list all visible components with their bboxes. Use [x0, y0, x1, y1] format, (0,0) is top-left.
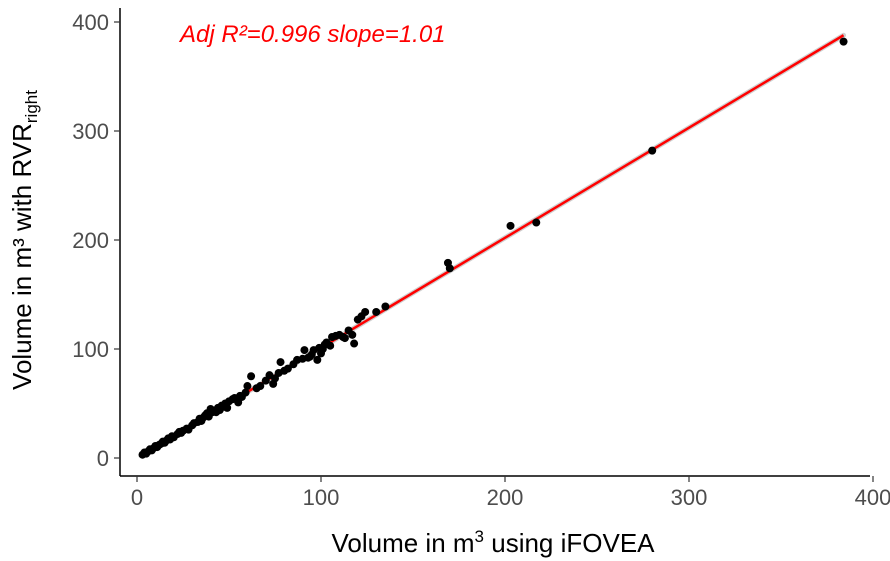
data-point	[361, 307, 370, 316]
fit-annotation: Adj R²=0.996 slope=1.01	[178, 21, 446, 48]
data-point	[223, 403, 232, 412]
x-tick-label: 0	[131, 485, 143, 510]
y-tick-label: 300	[72, 119, 109, 144]
y-tick-label: 400	[72, 10, 109, 35]
x-tick-label: 300	[671, 485, 708, 510]
data-point	[532, 218, 541, 227]
x-axis-title-main: Volume in m	[331, 528, 474, 558]
data-point	[372, 307, 381, 316]
data-point	[326, 341, 335, 350]
data-point	[648, 146, 657, 155]
x-tick-label: 200	[487, 485, 524, 510]
data-point	[313, 355, 322, 364]
data-point	[506, 221, 515, 230]
x-axis-title: Volume in m3 using iFOVEA	[331, 527, 655, 558]
data-point	[300, 346, 309, 355]
x-axis-title-sup: 3	[475, 527, 484, 546]
x-tick-label: 400	[855, 485, 890, 510]
y-axis-title: Volume in m³ with RVRright	[7, 90, 41, 390]
data-point	[276, 358, 285, 367]
y-axis-title-sub: right	[22, 90, 41, 123]
y-tick-label: 200	[72, 228, 109, 253]
y-tick-label: 100	[72, 337, 109, 362]
data-point	[340, 334, 349, 343]
data-point	[241, 388, 250, 397]
data-point	[256, 382, 265, 391]
data-point	[348, 330, 357, 339]
x-tick-label: 100	[303, 485, 340, 510]
data-point	[283, 364, 292, 373]
data-point	[247, 372, 256, 381]
y-axis-title-main: Volume in m³ with RVR	[7, 123, 37, 390]
data-point	[381, 302, 390, 311]
data-point	[243, 382, 252, 391]
data-point	[445, 264, 454, 273]
data-point	[350, 339, 359, 348]
data-point	[839, 37, 848, 46]
y-tick-label: 0	[97, 446, 109, 471]
x-axis-title-rest: using iFOVEA	[484, 528, 655, 558]
